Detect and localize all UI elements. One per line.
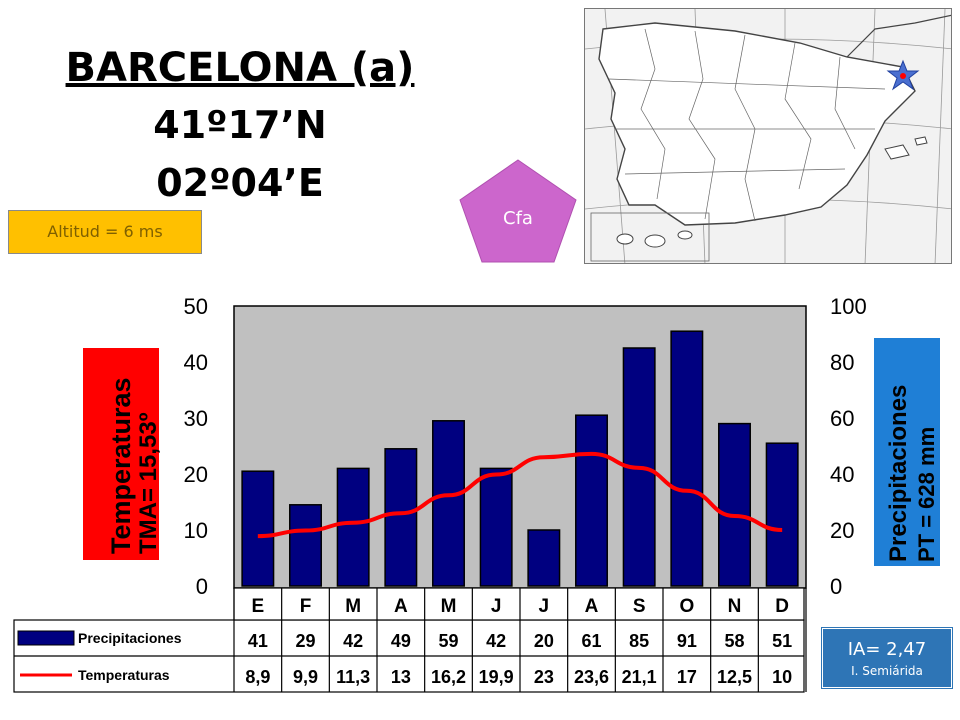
temperature-value: 13 [391,667,411,687]
precipitation-value: 41 [248,631,268,651]
temperature-axis-title-line1: Temperaturas [106,377,136,554]
climate-type-label: Cfa [503,208,533,229]
data-table: Precipitaciones Temperaturas E F M A M J J A S O N… [13,587,807,693]
precipitation-bar [527,529,561,587]
iberia-map [585,9,951,263]
temperature-axis-title-line2: TMA= 15,53º [135,412,162,554]
legend-temp-row-header: Temperaturas [20,667,170,683]
precipitation-bar [718,422,751,587]
location-map [584,8,952,264]
precipitation-value: 51 [772,631,792,651]
legend-precip-swatch [17,630,75,646]
temperature-value: 12,5 [717,667,752,687]
precipitation-bar [670,330,704,587]
right-tick-label: 0 [830,574,842,599]
precipitation-value: 91 [677,631,697,651]
altitude-box: Altitud = 6 ms [8,210,202,254]
month-label: A [585,596,599,617]
precipitation-bar [575,414,608,587]
precipitation-value: 49 [391,631,411,651]
precipitation-axis-title-line1: Precipitaciones [885,385,912,562]
right-tick-label: 60 [830,406,854,431]
precipitation-bar [241,470,275,587]
temperature-line [257,451,783,539]
temperature-value: 10 [772,667,792,687]
legend-precip-label: Precipitaciones [78,630,182,646]
pentagon-shape [459,159,577,263]
month-label: E [251,596,264,617]
province-borders [608,28,886,222]
month-label: M [345,596,361,617]
plot-area [233,305,807,589]
aridity-index-value: IA= 2,47 [847,639,927,660]
left-tick-label: 50 [184,294,208,319]
temperature-value: 17 [677,667,697,687]
precipitation-axis-title: Precipitaciones PT = 628 mm [874,338,940,566]
precipitation-bar [384,448,418,587]
precipitation-bar [765,442,799,587]
precipitation-bar [432,420,465,587]
month-label: N [728,596,742,617]
precipitation-value: 85 [629,631,649,651]
left-tick-label: 10 [184,518,208,543]
left-tick-label: 20 [184,462,208,487]
month-label: J [539,596,550,617]
month-label: M [441,596,457,617]
precipitation-value: 42 [486,631,506,651]
precipitation-bar [479,467,513,587]
month-label: J [491,596,502,617]
temperature-value: 9,9 [293,667,318,687]
legend-precip-row-header: Precipitaciones [17,630,182,646]
month-label: A [394,596,408,617]
precipitation-value: 58 [724,631,744,651]
climate-type-badge: Cfa [458,158,578,264]
precipitation-bar [289,504,322,587]
precipitation-value: 42 [343,631,363,651]
legend-temp-label: Temperaturas [78,667,170,683]
left-tick-label: 30 [184,406,208,431]
month-label: S [633,596,646,617]
station-name: BARCELONA (a) [65,45,415,91]
aridity-index-box: IA= 2,47 I. Semiárida [821,627,953,689]
station-header: BARCELONA (a) 41º17’N 02º04’E [60,40,420,212]
precipitation-value: 29 [295,631,315,651]
right-axis-ticks: 0 20 40 60 80 100 [830,294,867,599]
precipitation-value: 20 [534,631,554,651]
right-tick-label: 20 [830,518,854,543]
location-star-icon [886,59,920,91]
temperature-value: 8,9 [245,667,270,687]
right-tick-label: 80 [830,350,854,375]
temperature-value: 11,3 [336,667,370,687]
climograph-svg: Temperaturas TMA= 15,53º Precipitaciones… [13,294,940,693]
month-label: O [679,596,694,617]
left-tick-label: 0 [196,574,208,599]
peninsula-shape [598,22,916,226]
precipitation-axis-title-line2: PT = 628 mm [914,427,939,562]
aridity-class: I. Semiárida [851,664,923,678]
month-label: D [775,596,789,617]
temperature-value: 19,9 [479,667,514,687]
temperature-value: 21,1 [622,667,657,687]
precipitation-bars [241,330,799,587]
month-label: F [300,596,312,617]
precipitation-value: 61 [581,631,601,651]
temperature-value: 16,2 [431,667,466,687]
climograph: Temperaturas TMA= 15,53º Precipitaciones… [0,280,960,720]
precipitation-value: 59 [438,631,458,651]
precipitation-bar [336,467,370,587]
temperature-value: 23 [534,667,554,687]
temperature-axis-title: Temperaturas TMA= 15,53º [83,348,162,560]
right-tick-label: 40 [830,462,854,487]
temperature-value: 23,6 [574,667,609,687]
left-tick-label: 40 [184,350,208,375]
station-longitude: 02º04’E [156,161,324,205]
right-tick-label: 100 [830,294,867,319]
station-latitude: 41º17’N [153,103,327,147]
left-axis-ticks: 0 10 20 30 40 50 [184,294,208,599]
